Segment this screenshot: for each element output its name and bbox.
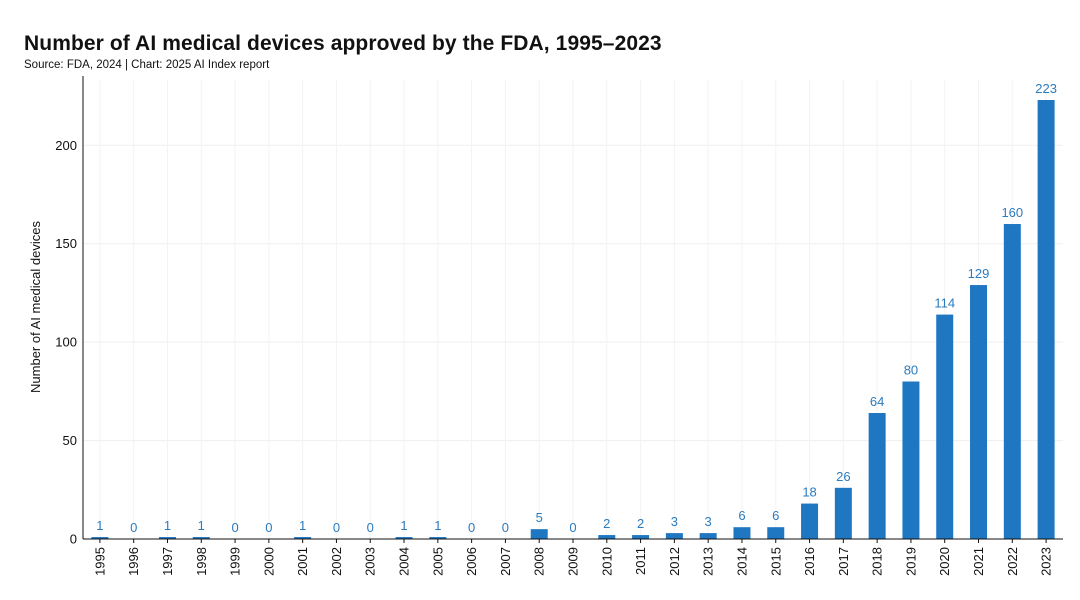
value-label: 0 xyxy=(468,520,475,535)
value-label: 6 xyxy=(772,508,779,523)
bar xyxy=(733,527,751,539)
y-tick-label: 100 xyxy=(55,335,77,350)
value-label: 0 xyxy=(502,520,509,535)
x-tick-label: 2009 xyxy=(566,547,581,576)
value-label: 6 xyxy=(738,508,745,523)
x-tick-label: 2004 xyxy=(397,547,412,576)
value-label: 26 xyxy=(836,469,850,484)
x-tick-label: 1999 xyxy=(228,547,243,576)
value-label: 0 xyxy=(231,520,238,535)
bar xyxy=(970,285,988,539)
value-label: 1 xyxy=(96,518,103,533)
value-label: 64 xyxy=(870,394,884,409)
value-label: 1 xyxy=(299,518,306,533)
x-tick-label: 2010 xyxy=(599,547,614,576)
chart-title: Number of AI medical devices approved by… xyxy=(24,32,662,55)
value-label: 114 xyxy=(934,296,955,311)
bar xyxy=(632,535,650,539)
x-tick-label: 2013 xyxy=(701,547,716,576)
x-tick-label: 2002 xyxy=(329,547,344,576)
bar xyxy=(767,527,785,539)
x-tick-label: 2006 xyxy=(464,547,479,576)
y-axis-ticks: 0 50 100 150 200 xyxy=(55,138,77,547)
x-tick-label: 2008 xyxy=(532,547,547,576)
value-label: 160 xyxy=(1001,205,1023,220)
value-label: 0 xyxy=(130,520,137,535)
x-tick-label: 2005 xyxy=(430,547,445,576)
bar xyxy=(395,537,413,539)
x-axis-ticks: 1995 1996 1997 1998 1999 2000 2001 2002 2003 2004… xyxy=(92,539,1054,576)
x-tick-label: 2023 xyxy=(1039,547,1054,576)
x-tick-label: 2020 xyxy=(937,547,952,576)
bar xyxy=(834,487,852,539)
bar xyxy=(91,537,109,539)
x-tick-label: 2019 xyxy=(903,547,918,576)
bars xyxy=(91,100,1055,540)
value-label: 3 xyxy=(705,514,712,529)
value-label: 223 xyxy=(1035,81,1057,96)
value-label: 2 xyxy=(637,516,644,531)
value-label: 0 xyxy=(367,520,374,535)
bar xyxy=(598,535,616,539)
y-tick-label: 0 xyxy=(70,532,77,547)
x-tick-label: 2017 xyxy=(836,547,851,576)
x-tick-label: 2014 xyxy=(734,547,749,576)
y-axis-label: Number of AI medical devices xyxy=(28,221,43,393)
value-label: 129 xyxy=(968,266,990,281)
value-label: 80 xyxy=(904,363,918,378)
bar xyxy=(530,529,548,539)
bar xyxy=(699,533,717,539)
gridlines xyxy=(83,80,1063,540)
bar xyxy=(665,533,683,539)
value-label: 2 xyxy=(603,516,610,531)
bar xyxy=(294,537,312,539)
bar xyxy=(158,537,176,539)
x-tick-label: 2011 xyxy=(633,547,648,575)
x-tick-label: 2000 xyxy=(261,547,276,576)
x-tick-label: 2003 xyxy=(363,547,378,576)
y-tick-label: 200 xyxy=(55,138,77,153)
bar xyxy=(192,537,210,539)
value-label: 1 xyxy=(164,518,171,533)
value-label: 0 xyxy=(569,520,576,535)
x-tick-label: 2012 xyxy=(667,547,682,576)
x-tick-label: 2007 xyxy=(498,547,513,576)
bar xyxy=(1003,224,1021,540)
value-label: 1 xyxy=(198,518,205,533)
x-tick-label: 2022 xyxy=(1005,547,1020,576)
x-tick-label: 2021 xyxy=(971,547,986,576)
x-tick-label: 1998 xyxy=(194,547,209,576)
x-tick-label: 1995 xyxy=(92,547,107,576)
x-tick-label: 1996 xyxy=(126,547,141,576)
y-tick-label: 50 xyxy=(63,433,77,448)
y-tick-label: 150 xyxy=(55,236,77,251)
bar xyxy=(936,314,954,539)
value-labels: 1 0 1 1 0 0 1 0 0 1 1 0 050 2 2 3 3 6 61826648011412916022… xyxy=(96,81,1057,535)
value-label: 1 xyxy=(434,518,441,533)
bar xyxy=(429,537,447,539)
value-label: 5 xyxy=(536,510,543,525)
value-label: 0 xyxy=(333,520,340,535)
bar xyxy=(801,503,819,539)
x-tick-label: 2018 xyxy=(870,547,885,576)
value-label: 0 xyxy=(265,520,272,535)
bar xyxy=(1037,100,1055,539)
x-tick-label: 2016 xyxy=(802,547,817,576)
bar xyxy=(868,413,886,539)
value-label: 1 xyxy=(400,518,407,533)
x-tick-label: 2001 xyxy=(295,547,310,576)
x-tick-label: 1997 xyxy=(160,547,175,576)
x-tick-label: 2015 xyxy=(768,547,783,576)
value-label: 3 xyxy=(671,514,678,529)
value-label: 18 xyxy=(802,485,816,500)
bar xyxy=(902,381,920,539)
chart-subtitle: Source: FDA, 2024 | Chart: 2025 AI Index… xyxy=(24,59,270,71)
